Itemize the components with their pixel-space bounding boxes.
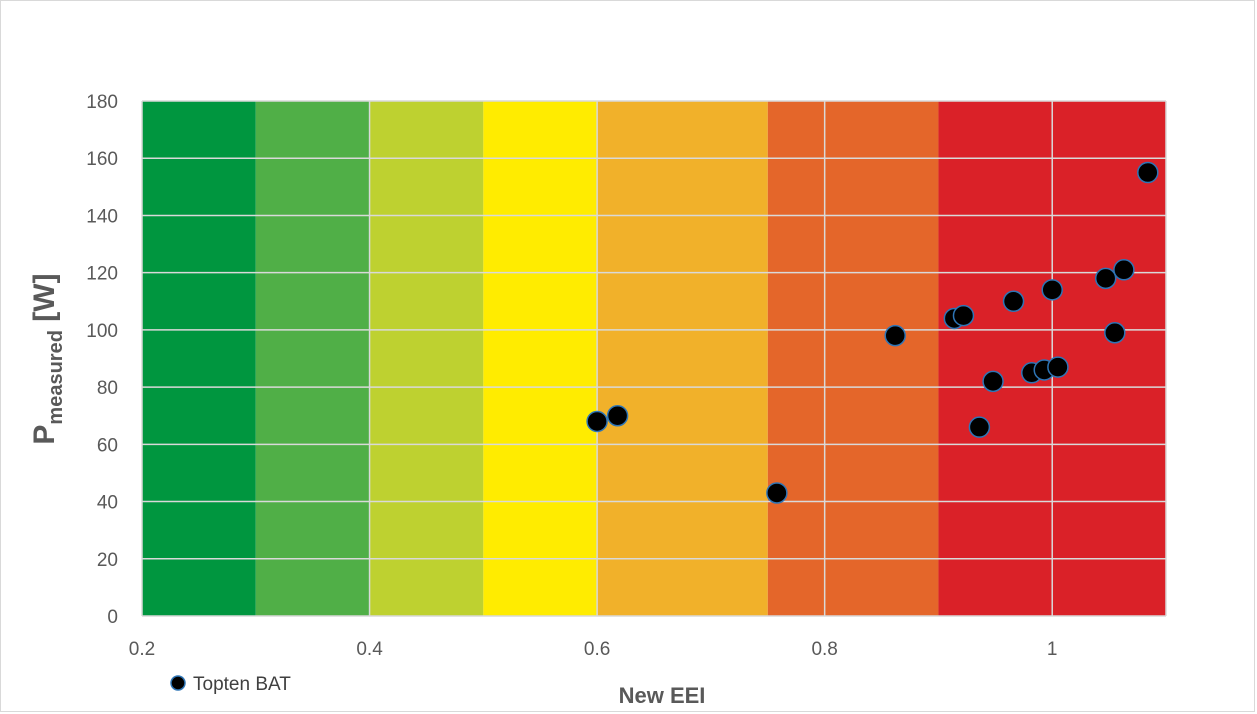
data-point-5 bbox=[952, 304, 975, 327]
y-tick-label-2: 40 bbox=[97, 493, 118, 514]
gridlines bbox=[141, 100, 1167, 617]
y-tick-label-0: 0 bbox=[107, 607, 118, 628]
y-tick-label-1: 20 bbox=[97, 550, 118, 571]
color-band-0 bbox=[142, 101, 256, 616]
color-bands bbox=[142, 101, 1166, 616]
data-point-1 bbox=[606, 404, 629, 427]
data-point-0 bbox=[586, 410, 608, 433]
x-tick-label-4: 1 bbox=[1047, 639, 1058, 660]
data-point-7 bbox=[982, 370, 1004, 393]
y-axis-title-main: P bbox=[28, 425, 61, 445]
legend: Topten BAT bbox=[170, 674, 291, 695]
color-band-1 bbox=[255, 101, 370, 616]
data-point-8 bbox=[1002, 290, 1025, 313]
legend-marker bbox=[170, 675, 186, 691]
y-axis-title-unit: [W] bbox=[28, 273, 61, 330]
y-tick-label-9: 180 bbox=[86, 92, 118, 113]
color-band-5 bbox=[767, 101, 939, 616]
legend-label-topten-bat: Topten BAT bbox=[193, 674, 291, 695]
x-tick-label-3: 0.8 bbox=[811, 639, 837, 660]
y-axis-ticks: 0 20 40 60 80 100 120 140 160 180 bbox=[86, 92, 118, 628]
color-band-2 bbox=[369, 101, 484, 616]
y-tick-label-4: 80 bbox=[97, 378, 118, 399]
x-tick-label-2: 0.6 bbox=[584, 639, 610, 660]
x-tick-label-1: 0.4 bbox=[356, 639, 383, 660]
data-point-15 bbox=[1113, 259, 1135, 281]
data-point-16 bbox=[1137, 161, 1159, 184]
y-axis-title: Pmeasured [W] bbox=[28, 273, 67, 444]
data-point-13 bbox=[1094, 267, 1117, 290]
data-point-12 bbox=[1047, 356, 1069, 378]
y-tick-label-8: 160 bbox=[86, 149, 118, 170]
color-band-4 bbox=[597, 101, 768, 616]
x-axis-ticks: 0.2 0.4 0.6 0.8 1 bbox=[129, 639, 1058, 660]
x-axis-title: New EEI bbox=[619, 683, 706, 708]
y-axis-title-subscript: measured bbox=[45, 330, 67, 425]
y-tick-label-5: 100 bbox=[86, 321, 118, 342]
data-point-3 bbox=[884, 324, 906, 347]
data-point-11 bbox=[1041, 279, 1063, 301]
color-band-3 bbox=[483, 101, 598, 616]
y-tick-label-7: 140 bbox=[86, 206, 118, 227]
y-tick-label-6: 120 bbox=[86, 264, 118, 285]
data-point-2 bbox=[766, 482, 788, 504]
x-tick-label-0: 0.2 bbox=[129, 639, 155, 660]
data-point-14 bbox=[1104, 322, 1126, 344]
data-points bbox=[586, 161, 1159, 504]
y-tick-label-3: 60 bbox=[97, 435, 118, 456]
data-point-6 bbox=[968, 416, 991, 438]
